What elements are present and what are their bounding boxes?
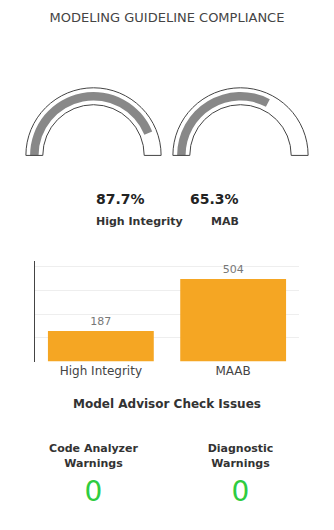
svg-text:MAAB: MAAB bbox=[215, 364, 250, 378]
svg-text:MODELING GUIDELINE COMPLIANCE: MODELING GUIDELINE COMPLIANCE bbox=[50, 10, 285, 25]
svg-text:87.7%: 87.7% bbox=[96, 191, 145, 207]
svg-text:High Integrity: High Integrity bbox=[96, 215, 183, 228]
svg-text:Code AnalyzerWarnings: Code AnalyzerWarnings bbox=[49, 442, 138, 469]
svg-text:Model Advisor Check Issues: Model Advisor Check Issues bbox=[73, 397, 261, 411]
svg-text:0: 0 bbox=[232, 475, 250, 508]
svg-text:504: 504 bbox=[223, 263, 244, 276]
svg-text:0: 0 bbox=[85, 475, 103, 508]
svg-text:MAB: MAB bbox=[211, 215, 239, 228]
svg-text:DiagnosticWarnings: DiagnosticWarnings bbox=[208, 442, 274, 469]
svg-text:187: 187 bbox=[90, 315, 111, 328]
svg-text:High Integrity: High Integrity bbox=[60, 364, 142, 378]
svg-text:65.3%: 65.3% bbox=[190, 191, 239, 207]
